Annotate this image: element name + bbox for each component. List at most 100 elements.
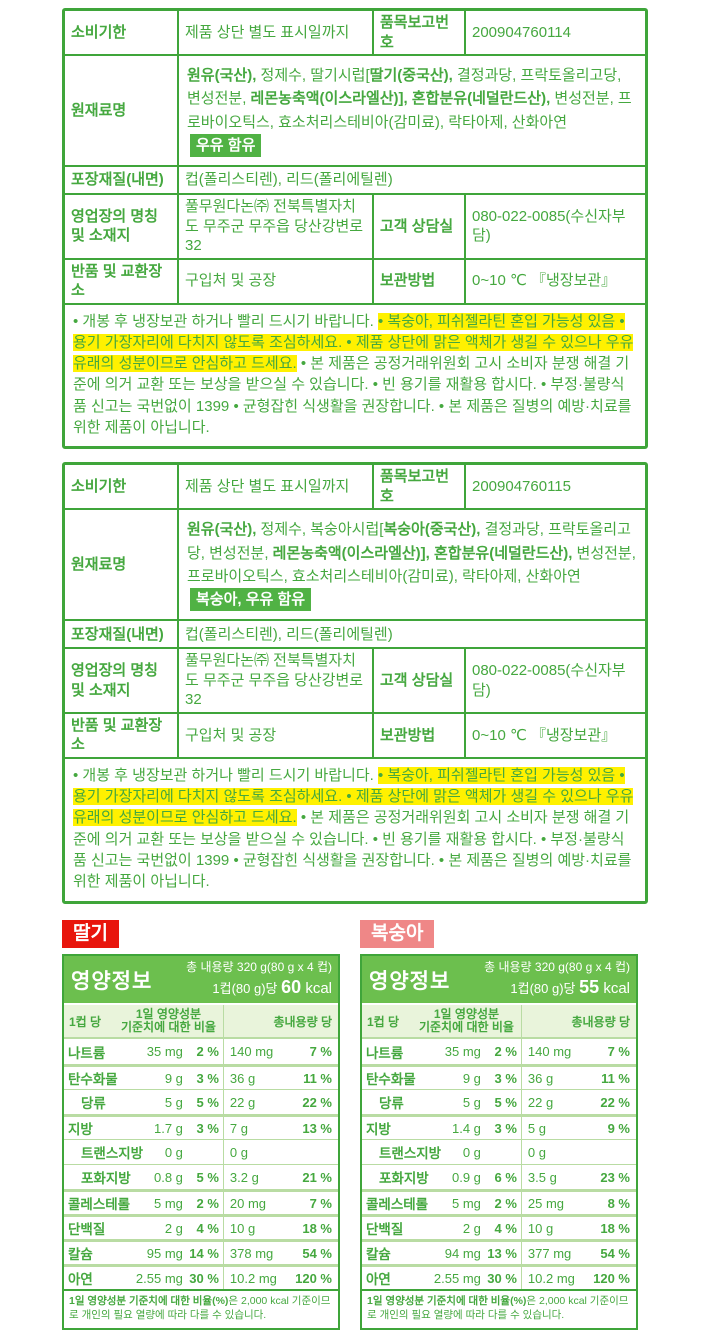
business-row: 영업장의 명칭 및 소재지 풀무원다논㈜ 전북특별자치도 무주군 무주읍 당산강… (65, 647, 645, 712)
total-amount-cell: 10 g 18 % (520, 1217, 636, 1240)
total-amount-cell: 22 g 22 % (520, 1090, 636, 1115)
col-daily-value: 1일 영양성분 기준치에 대한 비율 (418, 1006, 514, 1035)
storage-label: 보관방법 (372, 713, 464, 757)
per-cup-cell: 트랜스지방 0 g (362, 1140, 521, 1164)
per-cup-cell: 지방 1.4 g 3 % (362, 1117, 521, 1139)
total-amount: 7 g (229, 1120, 248, 1136)
total-amount: 140 mg (527, 1044, 572, 1060)
total-amount: 36 g (229, 1070, 256, 1086)
nutrition-header: 영양정보 총 내용량 320 g(80 g x 4 컵) 1컵(80 g)당 6… (64, 956, 338, 1004)
nutrition-row: 트랜스지방 0 g 0 g (64, 1139, 338, 1165)
total-amount-cell: 36 g 11 % (222, 1067, 338, 1090)
allergen-badge: 우유 함유 (190, 133, 262, 157)
total-percent: 18 % (600, 1220, 630, 1236)
total-amount-cell: 377 mg 54 % (520, 1242, 636, 1265)
serving-percent: 5 % (196, 1094, 219, 1110)
returns-row: 반품 및 교환장소 구입처 및 공장 보관방법 0~10 ℃ 『냉장보관』 (65, 257, 645, 303)
returns-value: 구입처 및 공장 (177, 713, 372, 757)
text-segment: • 본 제품은 공정거래위원회 고시 소비자 분쟁 해결 기준에 의거 교환 또… (73, 809, 632, 891)
returns-value: 구입처 및 공장 (177, 259, 372, 303)
customer-service-value: 080-022-0085(수신자부담) (464, 195, 645, 258)
nutrient-name: 당류 (379, 1096, 404, 1112)
total-percent: 54 % (600, 1245, 630, 1261)
text-segment: 딸기(중국산), (369, 67, 453, 84)
total-amount-cell: 22 g 22 % (222, 1090, 338, 1115)
total-percent: 11 % (601, 1070, 630, 1086)
storage-value: 0~10 ℃ 『냉장보관』 (464, 713, 645, 757)
returns-label: 반품 및 교환장소 (71, 262, 163, 300)
text-segment: 변성전분, 프로바이오틱스, 효소처리스테비아(감미료), 락타아제, 산화아연 (187, 544, 636, 585)
text-segment: 정제수, 딸기시럽[ (256, 67, 370, 84)
nutrition-row: 나트륨 35 mg 2 % 140 mg 7 % (362, 1039, 636, 1065)
calories-line: 1컵(80 g)당 55 kcal (510, 976, 630, 997)
text-segment: 결정과당, 프락토올리고당, 변성전분, (187, 521, 631, 562)
nutrition-row: 콜레스테롤 5 mg 2 % 20 mg 7 % (64, 1189, 338, 1215)
total-amount: 10.2 mg (229, 1270, 277, 1286)
packaging-label: 포장재질(내면) (71, 625, 164, 643)
ingredients-row: 원재료명 원유(국산), 정제수, 딸기시럽[딸기(중국산), 결정과당, 프락… (65, 54, 645, 165)
text-segment: • 개봉 후 냉장보관 하거나 빨리 드시기 바랍니다. (73, 312, 378, 330)
nutrient-name: 아연 (68, 1272, 93, 1288)
business-label: 영업장의 명칭 및 소재지 (71, 207, 158, 245)
serving-amount: 1.4 g (451, 1120, 481, 1136)
product-info-table-strawberry: 소비기한 제품 상단 별도 표시일까지 품목보고번호 200904760114 … (62, 8, 648, 450)
expiry-label: 소비기한 (71, 23, 127, 41)
serving-percent: 30 % (189, 1270, 219, 1286)
col-per-cup: 1컵 당 (367, 1014, 400, 1029)
serving-amount: 2 g (164, 1220, 183, 1236)
serving-percent: 30 % (487, 1270, 517, 1286)
nutrient-name: 콜레스테롤 (68, 1197, 131, 1213)
total-amount: 3.2 g (229, 1169, 259, 1185)
serving-amount: 94 mg (444, 1245, 481, 1261)
per-cup-cell: 콜레스테롤 5 mg 2 % (362, 1192, 521, 1214)
serving-amount: 95 mg (146, 1245, 183, 1261)
nutrient-name: 탄수화물 (366, 1072, 416, 1088)
per-cup-cell: 칼슘 94 mg 13 % (362, 1242, 521, 1264)
expiry-value: 제품 상단 별도 표시일까지 (177, 465, 372, 509)
expiry-value: 제품 상단 별도 표시일까지 (177, 11, 372, 54)
serving-amount: 2.55 mg (135, 1270, 183, 1286)
serving-info: 총 내용량 320 g(80 g x 4 컵) 1컵(80 g)당 55 kca… (484, 960, 630, 999)
total-percent: 7 % (607, 1044, 630, 1060)
total-amount: 377 mg (527, 1245, 572, 1261)
returns-label: 반품 및 교환장소 (71, 716, 163, 754)
per-cup-cell: 나트륨 35 mg 2 % (64, 1039, 223, 1064)
per-cup-cell: 포화지방 0.8 g 5 % (64, 1165, 223, 1189)
serving-percent: 2 % (494, 1195, 517, 1211)
nutrition-area: 딸기 영양정보 총 내용량 320 g(80 g x 4 컵) 1컵(80 g)… (62, 919, 648, 1330)
total-percent: 120 % (295, 1270, 332, 1286)
nutrition-column-headers: 1컵 당 1일 영양성분 기준치에 대한 비율 총내용량 당 (362, 1003, 636, 1040)
nutrition-row: 포화지방 0.8 g 5 % 3.2 g 21 % (64, 1164, 338, 1190)
business-row: 영업장의 명칭 및 소재지 풀무원다논㈜ 전북특별자치도 무주군 무주읍 당산강… (65, 193, 645, 258)
serving-amount: 0 g (462, 1144, 481, 1160)
serving-amount: 0.8 g (153, 1169, 183, 1185)
returns-row: 반품 및 교환장소 구입처 및 공장 보관방법 0~10 ℃ 『냉장보관』 (65, 711, 645, 757)
nutrient-name: 콜레스테롤 (366, 1197, 429, 1213)
total-percent: 7 % (309, 1044, 332, 1060)
ingredients-segments: 원유(국산), 정제수, 복숭아시럽[복숭아(중국산), 결정과당, 프락토올리… (187, 521, 636, 585)
text-segment: 결정과당, 프락토올리고당, 변성전분, (187, 67, 622, 108)
total-amount: 5 g (527, 1120, 546, 1136)
nutrient-name: 나트륨 (366, 1045, 404, 1061)
business-label: 영업장의 명칭 및 소재지 (71, 662, 158, 699)
total-amount: 378 mg (229, 1245, 274, 1261)
total-amount: 20 mg (229, 1195, 267, 1211)
nutrition-row: 아연 2.55 mg 30 % 10.2 mg 120 % (362, 1264, 636, 1290)
per-cup-cell: 단백질 2 g 4 % (362, 1217, 521, 1239)
serving-info: 총 내용량 320 g(80 g x 4 컵) 1컵(80 g)당 60 kca… (186, 960, 332, 999)
nutrition-row: 포화지방 0.9 g 6 % 3.5 g 23 % (362, 1164, 636, 1190)
per-cup-cell: 탄수화물 9 g 3 % (64, 1067, 223, 1089)
expiry-row: 소비기한 제품 상단 별도 표시일까지 품목보고번호 200904760114 (65, 11, 645, 54)
nutrition-row: 칼슘 95 mg 14 % 378 mg 54 % (64, 1239, 338, 1265)
report-number-value: 200904760115 (464, 465, 645, 509)
total-percent: 13 % (302, 1120, 332, 1136)
total-percent: 7 % (309, 1195, 332, 1211)
text-segment: 레몬농축액(이스라엘산)], (272, 544, 430, 562)
customer-service-value: 080-022-0085(수신자부담) (464, 649, 645, 712)
col-daily-value: 1일 영양성분 기준치에 대한 비율 (120, 1006, 216, 1035)
ingredients-label: 원재료명 (71, 556, 127, 574)
nutrition-row: 아연 2.55 mg 30 % 10.2 mg 120 % (64, 1264, 338, 1290)
packaging-value: 컵(폴리스티렌), 리드(폴리에틸렌) (177, 167, 645, 193)
text-segment: 원유(국산), (187, 521, 257, 539)
